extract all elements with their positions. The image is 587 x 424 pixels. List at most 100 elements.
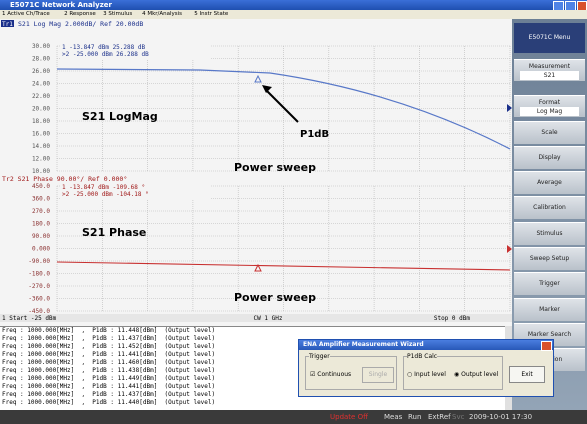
plot-background — [0, 19, 512, 326]
marker-2 — [254, 263, 262, 272]
y-tick-label: 30.00 — [32, 43, 50, 50]
title-bar: E5071C Network Analyzer — [0, 0, 587, 11]
p1db-label: P1dB — [300, 129, 329, 140]
plot-area: Tr1 S21 Log Mag 2.000dB/ Ref 20.00dB Tr2… — [0, 19, 512, 326]
y-tick-label: 0.000 — [32, 246, 50, 253]
menu-item[interactable]: 4 Mkr/Analysis — [142, 11, 183, 17]
softkey[interactable]: Stimulus — [514, 222, 585, 245]
log-line: Freq : 1000.000[MHz] , P1dB : 11.460[dBm… — [2, 359, 216, 366]
y-tick-label: 26.00 — [32, 68, 50, 75]
softkey[interactable]: Average — [514, 171, 585, 194]
softkey[interactable]: Scale — [514, 121, 585, 144]
softkey[interactable]: Trigger — [514, 272, 585, 295]
softkey[interactable]: Sweep Setup — [514, 247, 585, 270]
softkey-label: Measurement — [528, 63, 571, 70]
y-tick-label: 450.0 — [32, 183, 50, 190]
window-title: E5071C Network Analyzer — [10, 1, 112, 9]
trace-name: Tr1 — [2, 21, 13, 28]
log-line: Freq : 1000.000[MHz] , P1dB : 11.440[dBm… — [2, 399, 216, 406]
marker-1 — [254, 74, 262, 83]
marker-box — [60, 183, 210, 199]
y-tick-label: 360.0 — [32, 196, 50, 203]
upper-header: S21 Log Mag 2.000dB/ Ref 20.00dB — [18, 20, 143, 28]
y-tick-label: 180.0 — [32, 221, 50, 228]
dialog: ENA Amplifier Measurement Wizard Trigger… — [298, 339, 554, 397]
status-item: Svc — [452, 413, 465, 421]
status-item: 2009-10-01 17:30 — [469, 413, 533, 421]
lower-header: Tr2 S21 Phase 90.00°/ Ref 0.000° — [2, 175, 127, 183]
marker-readout: 1 -13.847 dBm 25.288 dB — [62, 44, 145, 51]
y-tick-label: 12.00 — [32, 156, 50, 163]
phase-trace — [56, 261, 511, 271]
single-button[interactable]: Single — [362, 367, 394, 383]
softkey-label: Calibration — [533, 204, 566, 211]
log-line: Freq : 1000.000[MHz] , P1dB : 11.437[dBm… — [2, 335, 216, 342]
softkey[interactable]: Marker — [514, 298, 585, 321]
softkey-value: Log Mag — [520, 107, 579, 116]
y-tick-label: 16.00 — [32, 131, 50, 138]
y-tick-label: 270.0 — [32, 208, 50, 215]
ref-arrow — [507, 104, 512, 112]
y-tick-label: 90.00 — [32, 233, 50, 240]
softkey-label: Scale — [541, 129, 558, 136]
exit-button[interactable]: Exit — [509, 366, 545, 383]
menu-item[interactable]: 1 Active Ch/Trace — [2, 11, 50, 17]
softkey-label: Display — [538, 154, 561, 161]
y-tick-label: 28.00 — [32, 56, 50, 63]
marker-box — [60, 43, 210, 59]
y-tick-label: 20.00 — [32, 106, 50, 113]
softkey-label: Marker — [539, 306, 560, 313]
log-line: Freq : 1000.000[MHz] , P1dB : 11.441[dBm… — [2, 383, 216, 390]
y-tick-label: -450.0 — [28, 308, 50, 315]
upper-sweep: Power sweep — [234, 161, 316, 174]
y-tick-label: -90.00 — [28, 258, 50, 265]
p1db-arrow — [265, 89, 299, 123]
menu-item[interactable]: 5 Instr State — [194, 11, 229, 17]
softkey-value: S21 — [520, 71, 579, 80]
stop: Stop 0 dBm — [434, 315, 471, 322]
softkey-label: E5071C Menu — [528, 34, 571, 41]
log-line: Freq : 1000.000[MHz] , P1dB : 11.452[dBm… — [2, 343, 216, 350]
y-tick-label: 24.00 — [32, 81, 50, 88]
output-radio[interactable]: ◉ Output level — [454, 371, 499, 378]
trace-box — [1, 20, 14, 27]
marker-readout: >2 -25.000 dBm 26.288 dB — [62, 51, 149, 58]
status-item: ExtRef — [428, 413, 451, 421]
calc-label: P1dB Calc — [407, 353, 438, 360]
y-tick-label: 22.00 — [32, 93, 50, 100]
y-tick-label: 18.00 — [32, 118, 50, 125]
dialog-close[interactable] — [541, 341, 552, 351]
softkey-label: Stimulus — [536, 230, 563, 237]
input-label: Input level — [414, 371, 446, 378]
logmag-trace — [56, 68, 511, 150]
trigger-group: Trigger ☑ Continuous Single — [305, 353, 397, 390]
output-label: Output level — [461, 371, 499, 378]
softkey[interactable]: Format Log Mag — [514, 95, 585, 117]
continuous-label: Continuous — [317, 371, 352, 378]
start: 1 Start -25 dBm — [2, 315, 57, 322]
arrow-head — [262, 85, 272, 93]
softkey-label: Trigger — [539, 280, 560, 287]
dialog-title: ENA Amplifier Measurement Wizard — [303, 341, 424, 348]
stimulus-bar — [0, 314, 512, 322]
continuous-checkbox[interactable]: ☑ Continuous — [310, 371, 352, 378]
log-line: Freq : 1000.000[MHz] , P1dB : 11.441[dBm… — [2, 351, 216, 358]
trigger-label: Trigger — [309, 353, 330, 360]
menu-item[interactable]: 2 Response — [64, 11, 96, 17]
status-item: Meas — [384, 413, 403, 421]
softkey[interactable]: Display — [514, 146, 585, 169]
softkey-label: Marker Search — [527, 331, 572, 338]
log-line: Freq : 1000.000[MHz] , P1dB : 11.449[dBm… — [2, 375, 216, 382]
softkey[interactable]: Measurement S21 — [514, 59, 585, 81]
softkey[interactable]: Calibration — [514, 196, 585, 219]
y-tick-label: -360.0 — [28, 296, 50, 303]
ref-arrow — [507, 245, 512, 253]
softkey[interactable]: E5071C Menu — [514, 23, 585, 53]
status-item: Update Off — [330, 413, 368, 421]
log-line: Freq : 1000.000[MHz] , P1dB : 11.437[dBm… — [2, 391, 216, 398]
log-line: Freq : 1000.000[MHz] , P1dB : 11.448[dBm… — [2, 327, 216, 334]
input-radio[interactable]: ○ Input level — [407, 371, 446, 378]
menu-item[interactable]: 3 Stimulus — [103, 11, 133, 17]
y-tick-label: -180.0 — [28, 271, 50, 278]
